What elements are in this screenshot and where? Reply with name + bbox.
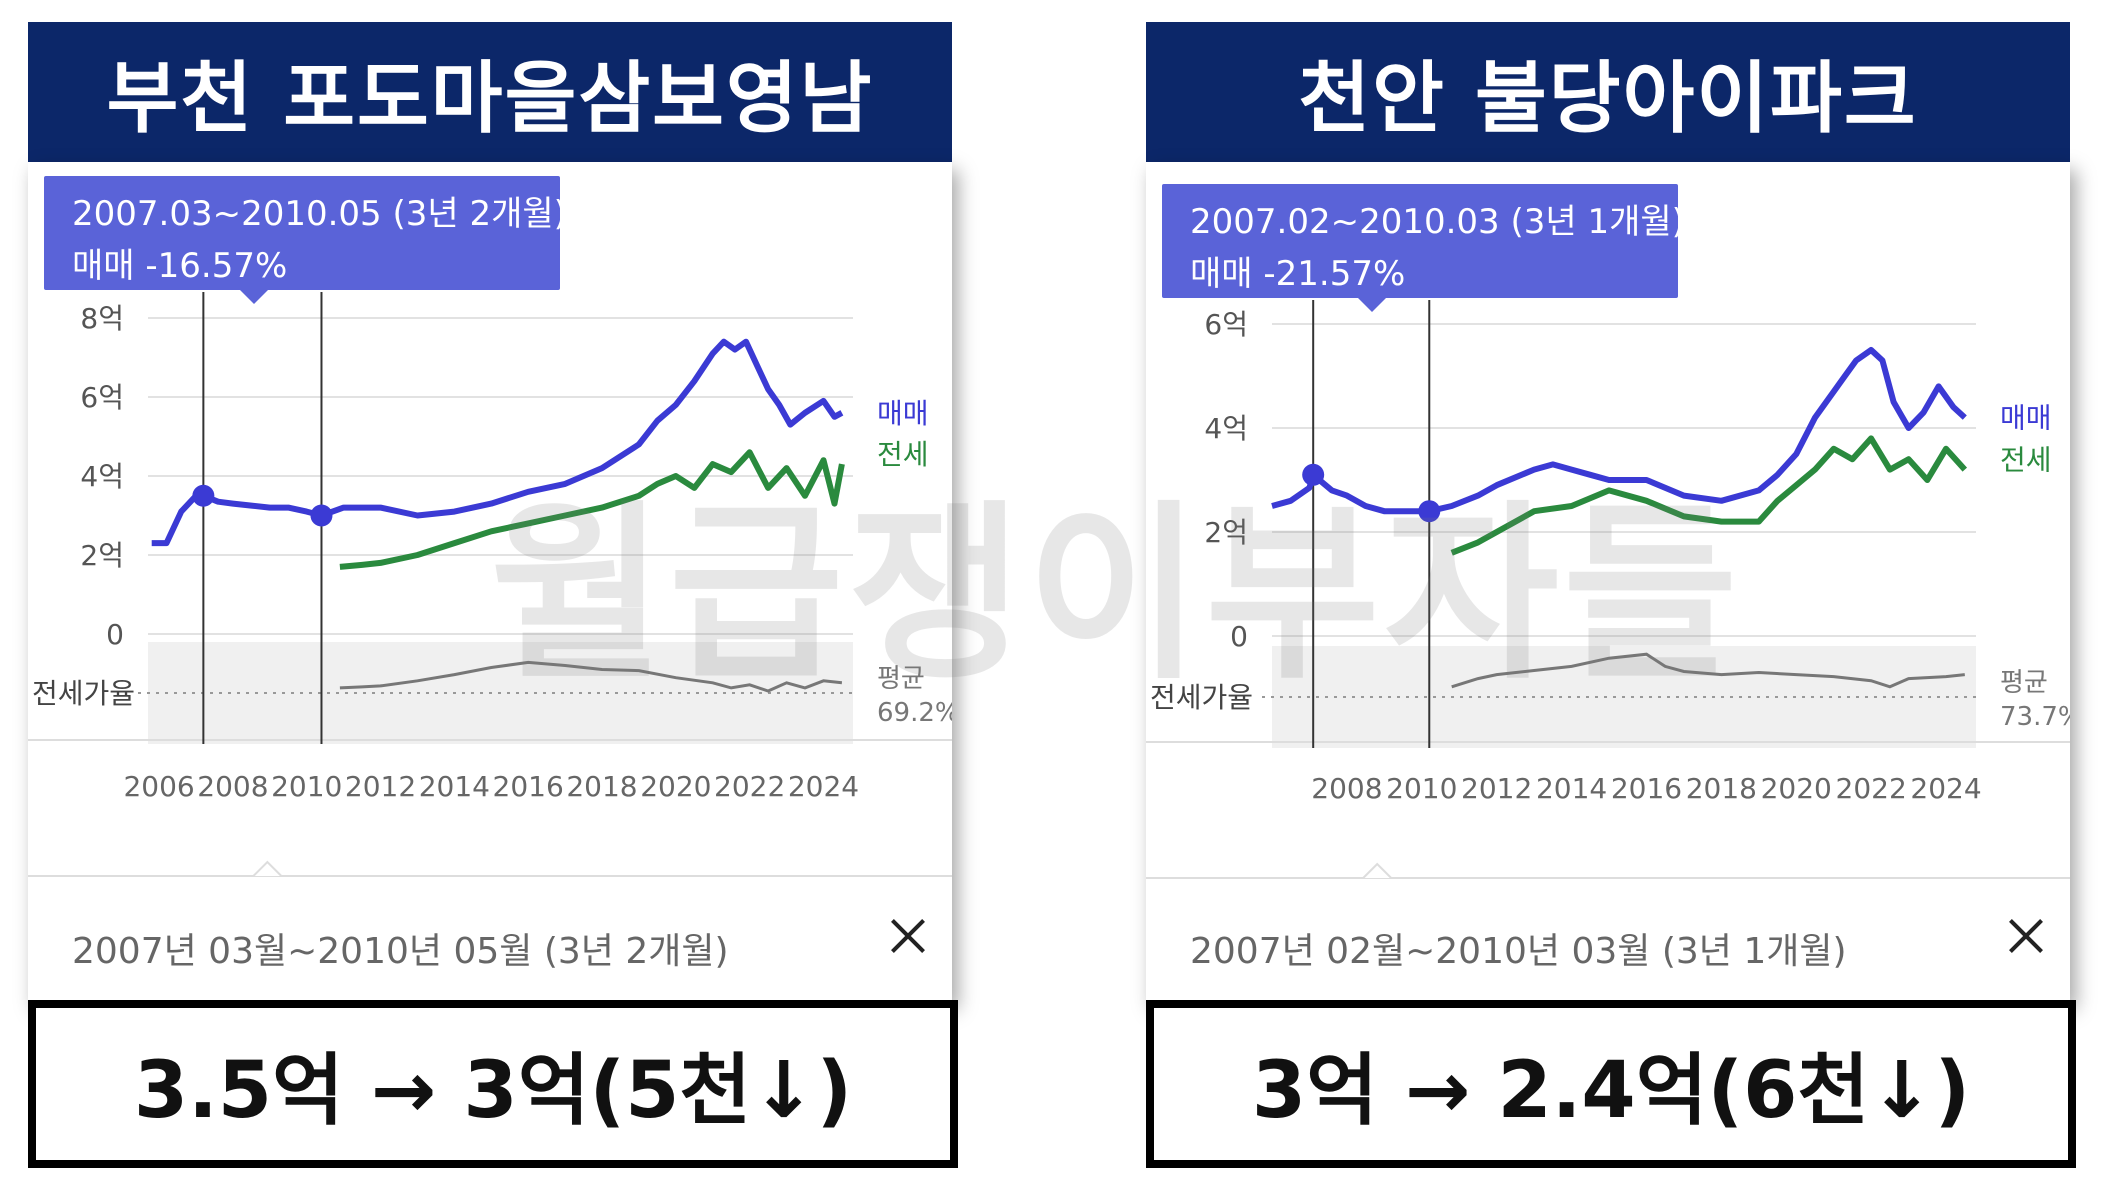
x-tick-label: 2018 [1686,772,1757,805]
period-tooltip: 2007.03~2010.05 (3년 2개월) 매매 -16.57% [44,176,567,304]
price-change-summary: 3.5억 → 3억(5천↓) [28,1000,958,1168]
x-tick-label: 2022 [714,770,785,803]
ratio-series-line [1451,652,1965,689]
period-tooltip: 2007.02~2010.03 (3년 1개월) 매매 -21.57% [1162,184,1685,312]
x-tick-label: 2012 [1461,772,1532,805]
ratio-label: 전세가율 [32,677,135,710]
period-marker-point [192,484,215,507]
tooltip-change: 매매 -16.57% [72,246,288,286]
chart-card: 0 2억 4억 6억 2008 2010 2012 2014 2016 2018 2020 2022 2… [1146,162,2070,1002]
tooltip-notch [240,290,268,304]
y-tick-label: 4억 [1204,412,1248,445]
divider-notch [1362,862,1392,879]
x-tick-label: 2016 [493,770,564,803]
ratio-series-line [339,660,843,693]
y-tick-label: 0 [1230,620,1248,653]
average-value: 73.7% [2000,702,2070,732]
tooltip-period: 2007.03~2010.05 (3년 2개월) [72,194,567,234]
panel-cheonan: 천안 불당아이파크 0 2억 4억 6억 2008 2010 2012 2014 2016 201… [1146,0,2076,1190]
x-tick-label: 2018 [566,770,637,803]
x-tick-label: 2008 [197,770,268,803]
sale-series-line [151,338,844,547]
ratio-label: 전세가율 [1150,681,1253,714]
x-tick-label: 2020 [1761,772,1832,805]
price-change-summary: 3억 → 2.4억(6천↓) [1146,1000,2076,1168]
divider-notch [252,860,283,877]
legend-jeonse: 전세 [2000,444,2052,477]
sale-series-line [1271,347,1967,515]
legend-jeonse: 전세 [877,438,929,471]
tooltip-period: 2007.02~2010.03 (3년 1개월) [1190,202,1685,242]
tooltip-notch [1358,298,1386,312]
legend-sale: 매매 [2000,402,2052,435]
panel-title: 천안 불당아이파크 [1146,22,2070,162]
x-tick-label: 2014 [419,770,490,803]
y-tick-label: 6억 [1204,308,1248,341]
y-tick-label: 2억 [1204,516,1248,549]
average-value: 69.2% [877,698,952,728]
y-tick-label: 4억 [80,460,124,493]
panel-bucheon: 부천 포도마을삼보영남 0 2억 4억 6억 8억 2006 2008 2010 2012 201… [28,0,958,1190]
close-icon[interactable] [886,914,930,958]
selected-period-text: 2007년 03월~2010년 05월 (3년 2개월) [72,931,729,972]
panel-title: 부천 포도마을삼보영남 [28,22,952,162]
selected-period-text: 2007년 02월~2010년 03월 (3년 1개월) [1190,931,1847,972]
y-tick-label: 8억 [80,302,124,335]
x-tick-label: 2008 [1311,772,1382,805]
x-tick-label: 2016 [1611,772,1682,805]
x-tick-label: 2014 [1536,772,1607,805]
x-tick-label: 2024 [788,770,859,803]
x-tick-label: 2024 [1910,772,1981,805]
x-tick-label: 2006 [123,770,194,803]
y-tick-label: 0 [106,618,124,651]
jeonse-series-line [339,449,845,570]
chart-card: 0 2억 4억 6억 8억 2006 2008 2010 2012 2014 2016 2018 202… [28,162,952,1002]
close-icon[interactable] [2004,914,2048,958]
x-tick-label: 2010 [271,770,342,803]
period-marker-point [1418,500,1441,523]
x-tick-label: 2010 [1386,772,1457,805]
x-tick-label: 2020 [640,770,711,803]
x-tick-label: 2012 [345,770,416,803]
period-marker-point [310,504,333,527]
x-tick-label: 2022 [1836,772,1907,805]
y-tick-label: 2억 [80,539,124,572]
legend-sale: 매매 [877,397,929,430]
average-label: 평균 [2000,668,2048,698]
y-tick-label: 6억 [80,381,124,414]
average-label: 평균 [877,664,925,694]
period-marker-point [1302,463,1325,486]
tooltip-change: 매매 -21.57% [1190,254,1406,294]
jeonse-series-line [1450,435,1968,556]
